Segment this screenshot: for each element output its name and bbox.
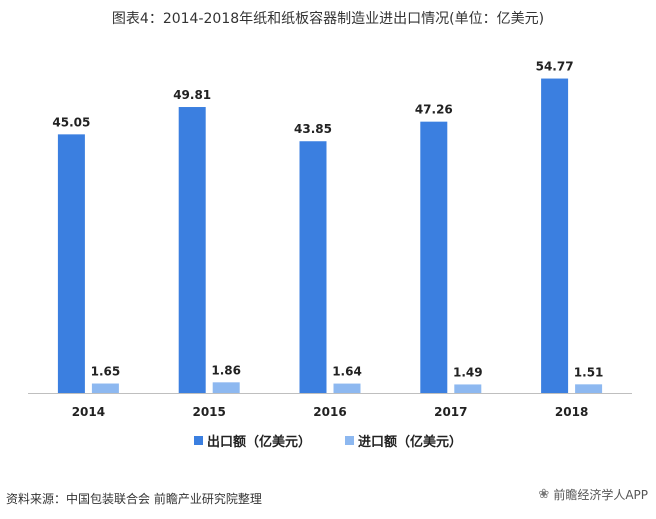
data-label-export-2016: 43.85 (294, 122, 332, 136)
source-note: 资料来源：中国包装联合会 前瞻产业研究院整理 (6, 492, 262, 506)
data-label-export-2014: 45.05 (52, 115, 90, 129)
bar-import-2017 (454, 384, 482, 393)
data-label-import-2018: 1.51 (574, 365, 604, 379)
bar-import-2016 (333, 383, 361, 393)
chart-title: 图表4：2014-2018年纸和纸板容器制造业进出口情况(单位：亿美元) (111, 11, 545, 27)
data-label-import-2015: 1.86 (211, 363, 241, 377)
x-tick-label-2017: 2017 (434, 405, 467, 419)
bar-export-2017 (420, 121, 448, 393)
brand-label: 前瞻经济学人APP (553, 488, 648, 502)
legend-item-export: 出口额（亿美元） (193, 431, 311, 450)
data-label-import-2014: 1.65 (91, 365, 121, 379)
paw-icon: ❀ (538, 487, 550, 502)
bar-export-2014 (57, 134, 85, 393)
bar-import-2018 (575, 384, 603, 393)
bar-export-2016 (299, 141, 327, 393)
bar-import-2015 (212, 382, 240, 393)
x-tick-label-2018: 2018 (555, 405, 588, 419)
data-label-export-2017: 47.26 (415, 103, 453, 117)
x-tick-label-2014: 2014 (72, 405, 105, 419)
data-label-import-2017: 1.49 (453, 365, 483, 379)
x-tick-label-2016: 2016 (313, 405, 346, 419)
legend-swatch-import (345, 436, 354, 445)
legend-item-import: 进口额（亿美元） (345, 431, 462, 450)
data-label-export-2015: 49.81 (173, 88, 211, 102)
bar-chart: 45.05 1.65 2014 49.81 1.86 2015 43.85 1.64 2016 4… (28, 60, 632, 419)
bar-export-2018 (541, 78, 569, 394)
legend-label-export: 出口额（亿美元） (206, 435, 311, 450)
data-label-import-2016: 1.64 (332, 365, 362, 379)
bar-import-2014 (91, 383, 119, 393)
bar-export-2015 (178, 107, 206, 393)
legend-label-import: 进口额（亿美元） (358, 435, 463, 450)
x-tick-label-2015: 2015 (192, 405, 225, 419)
brand-mark: ❀ 前瞻经济学人APP (538, 486, 648, 503)
data-label-export-2018: 54.77 (536, 60, 574, 74)
legend-swatch-export (193, 436, 203, 445)
legend: 出口额（亿美元） 进口额（亿美元） (0, 431, 656, 450)
